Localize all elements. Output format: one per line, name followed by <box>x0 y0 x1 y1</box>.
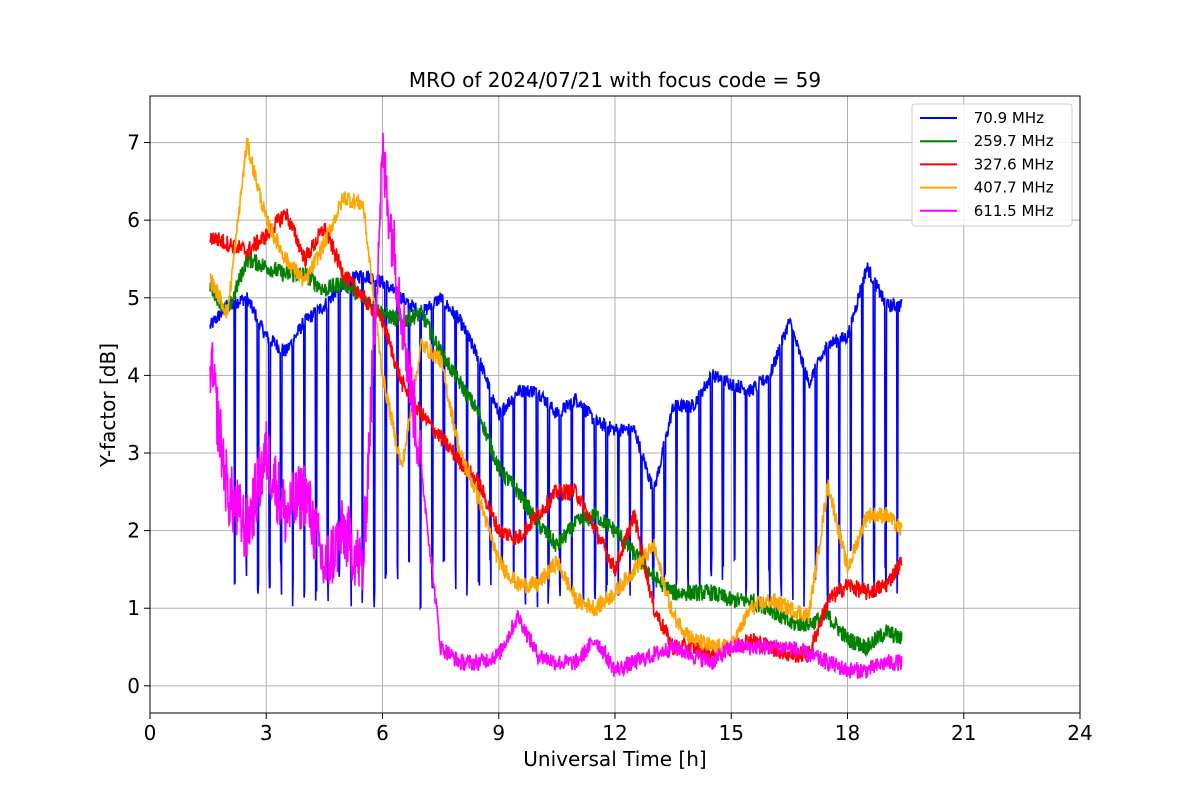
y-tick-label-6: 6 <box>127 208 140 232</box>
legend-label-3: 407.7 MHz <box>969 179 1054 197</box>
legend-label-2: 327.6 MHz <box>969 155 1054 173</box>
y-axis-title: Y-factor [dB] <box>96 343 120 468</box>
series-line-4 <box>209 132 903 679</box>
series-line-1 <box>209 252 903 658</box>
legend-label-1: 259.7 MHz <box>969 132 1054 150</box>
x-tick-label-7: 21 <box>951 721 976 745</box>
legend-label-4: 611.5 MHz <box>969 202 1054 220</box>
series-line-2 <box>209 208 903 663</box>
series-line-3 <box>209 137 903 656</box>
x-tick-label-5: 15 <box>719 721 744 745</box>
legend: 70.9 MHz 259.7 MHz 327.6 MHz 407.7 MHz 6… <box>911 103 1073 227</box>
x-tick-label-6: 18 <box>835 721 860 745</box>
series-line-0 <box>209 262 903 611</box>
y-tick-label-1: 1 <box>127 596 140 620</box>
x-tick-label-4: 12 <box>602 721 627 745</box>
chart-title: MRO of 2024/07/21 with focus code = 59 <box>409 68 821 92</box>
x-axis-title: Universal Time [h] <box>523 747 706 771</box>
y-tick-label-7: 7 <box>127 131 140 155</box>
x-tick-label-3: 9 <box>492 721 505 745</box>
y-tick-label-5: 5 <box>127 286 140 310</box>
y-tick-label-3: 3 <box>127 441 140 465</box>
x-tick-label-8: 24 <box>1067 721 1092 745</box>
x-tick-label-0: 0 <box>144 721 157 745</box>
y-tick-label-2: 2 <box>127 519 140 543</box>
y-tick-label-4: 4 <box>127 363 140 387</box>
x-tick-label-1: 3 <box>260 721 273 745</box>
legend-box <box>911 103 1073 227</box>
y-tick-label-0: 0 <box>127 674 140 698</box>
legend-label-0: 70.9 MHz <box>969 109 1044 127</box>
x-tick-label-2: 6 <box>376 721 389 745</box>
